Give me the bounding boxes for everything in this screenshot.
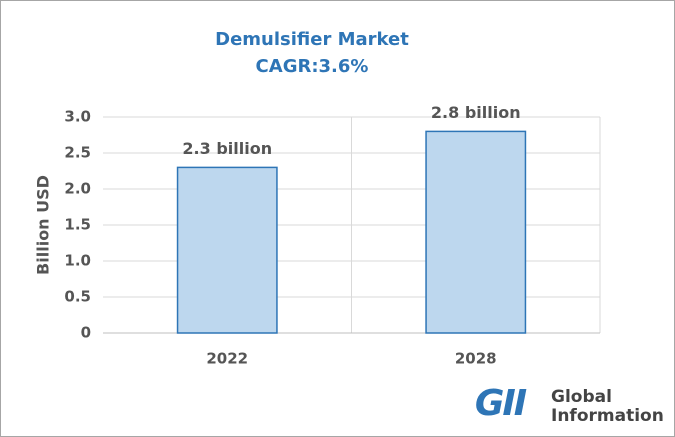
x-tick-label: 2022 [206,350,248,368]
y-tick-label: 1.5 [64,216,91,234]
y-tick-label: 2.5 [64,144,91,162]
logo-text: Information [551,406,664,426]
logo-text: Global [551,387,612,407]
y-tick-label: 0.5 [64,288,91,306]
data-label: 2.8 billion [431,103,521,122]
y-tick-label: 0 [81,324,91,342]
chart-title: Demulsifier Market [215,29,409,50]
bar [176,166,278,334]
y-tick-label: 2.0 [64,180,91,198]
data-label: 2.3 billion [182,139,272,158]
bar [425,130,527,334]
x-tick-label: 2028 [455,350,497,368]
logo-mark: GII [475,383,527,424]
y-tick-label: 1.0 [64,252,91,270]
y-tick-label: 3.0 [64,108,91,126]
chart-subtitle: CAGR:3.6% [256,56,369,77]
y-axis-label: Billion USD [34,175,53,275]
